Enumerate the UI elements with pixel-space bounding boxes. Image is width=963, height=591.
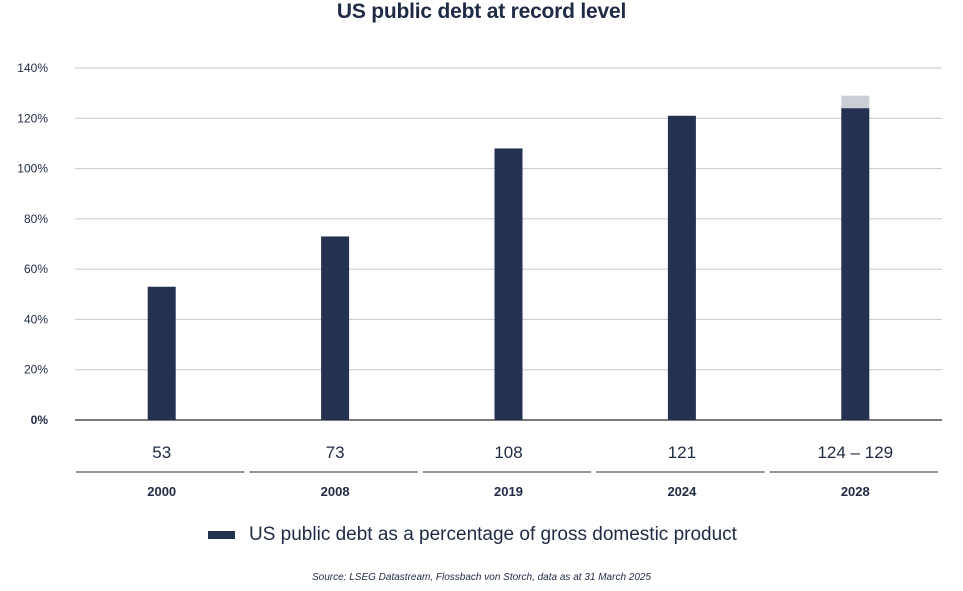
y-tick-label: 0% xyxy=(31,413,49,427)
bar-chart: 0% 20% 40% 60% 80% 100% 120% 140% 53 73 108 121 124… xyxy=(17,61,942,499)
y-tick-label: 60% xyxy=(24,262,48,276)
legend: US public debt as a percentage of gross … xyxy=(208,524,737,546)
value-label-2028: 124 – 129 xyxy=(817,443,893,462)
y-tick-label: 40% xyxy=(24,312,48,326)
bar-2008 xyxy=(321,236,350,420)
value-label-2019: 108 xyxy=(494,443,522,462)
value-label-2000: 53 xyxy=(152,443,171,462)
x-tick-label-2000: 2000 xyxy=(147,484,176,499)
y-tick-label: 120% xyxy=(17,111,48,125)
x-tick-label-2019: 2019 xyxy=(494,484,523,499)
bar-2019 xyxy=(494,148,523,420)
x-tick-label-2028: 2028 xyxy=(841,484,870,499)
chart-title: US public debt at record level xyxy=(336,0,627,23)
legend-label: US public debt as a percentage of gross … xyxy=(249,524,737,545)
value-label-2008: 73 xyxy=(326,443,345,462)
value-labels: 53 73 108 121 124 – 129 xyxy=(152,443,893,462)
x-axis: 2000 2008 2019 2024 2028 xyxy=(76,471,938,499)
x-tick-label-2008: 2008 xyxy=(321,484,350,499)
bar-2000 xyxy=(147,286,176,420)
y-axis-ticks: 0% 20% 40% 60% 80% 100% 120% 140% xyxy=(17,61,48,427)
source-note: Source: LSEG Datastream, Flossbach von S… xyxy=(311,572,652,583)
bar-range-2028 xyxy=(841,95,870,109)
x-tick-label-2024: 2024 xyxy=(667,484,697,499)
y-tick-label: 140% xyxy=(17,61,48,75)
bar-2028 xyxy=(841,108,870,420)
y-tick-label: 80% xyxy=(24,212,48,226)
bars xyxy=(147,95,870,421)
y-tick-label: 20% xyxy=(24,363,48,377)
y-tick-label: 100% xyxy=(17,162,48,176)
bar-2024 xyxy=(667,115,696,421)
value-label-2024: 121 xyxy=(668,443,696,462)
legend-swatch xyxy=(208,531,235,539)
